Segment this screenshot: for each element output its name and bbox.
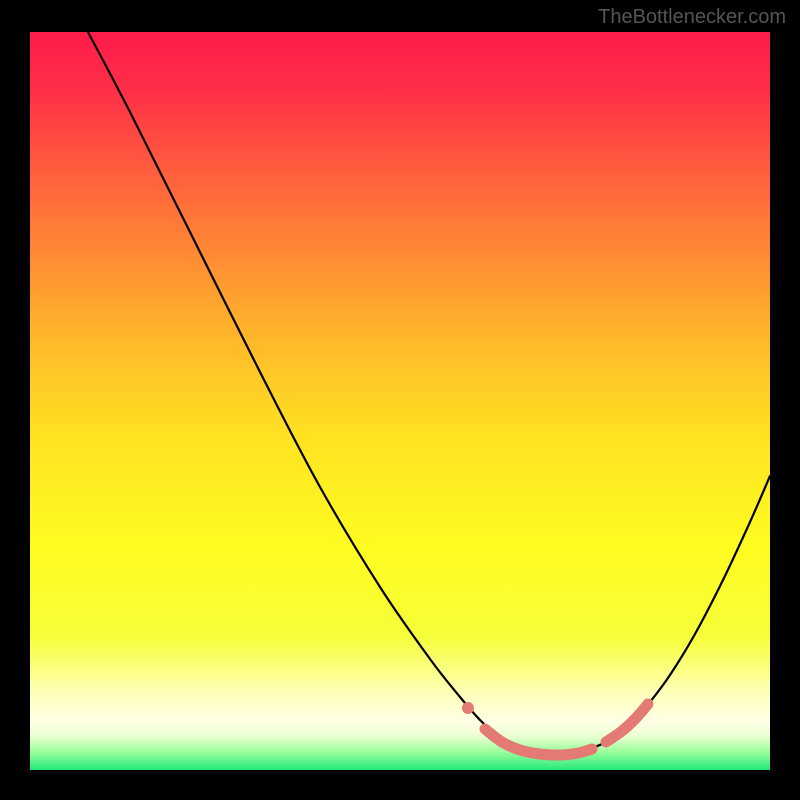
bottleneck-chart [0, 0, 800, 800]
highlight-dot [462, 702, 474, 714]
plot-background [30, 32, 770, 770]
chart-container: TheBottlenecker.com [0, 0, 800, 800]
